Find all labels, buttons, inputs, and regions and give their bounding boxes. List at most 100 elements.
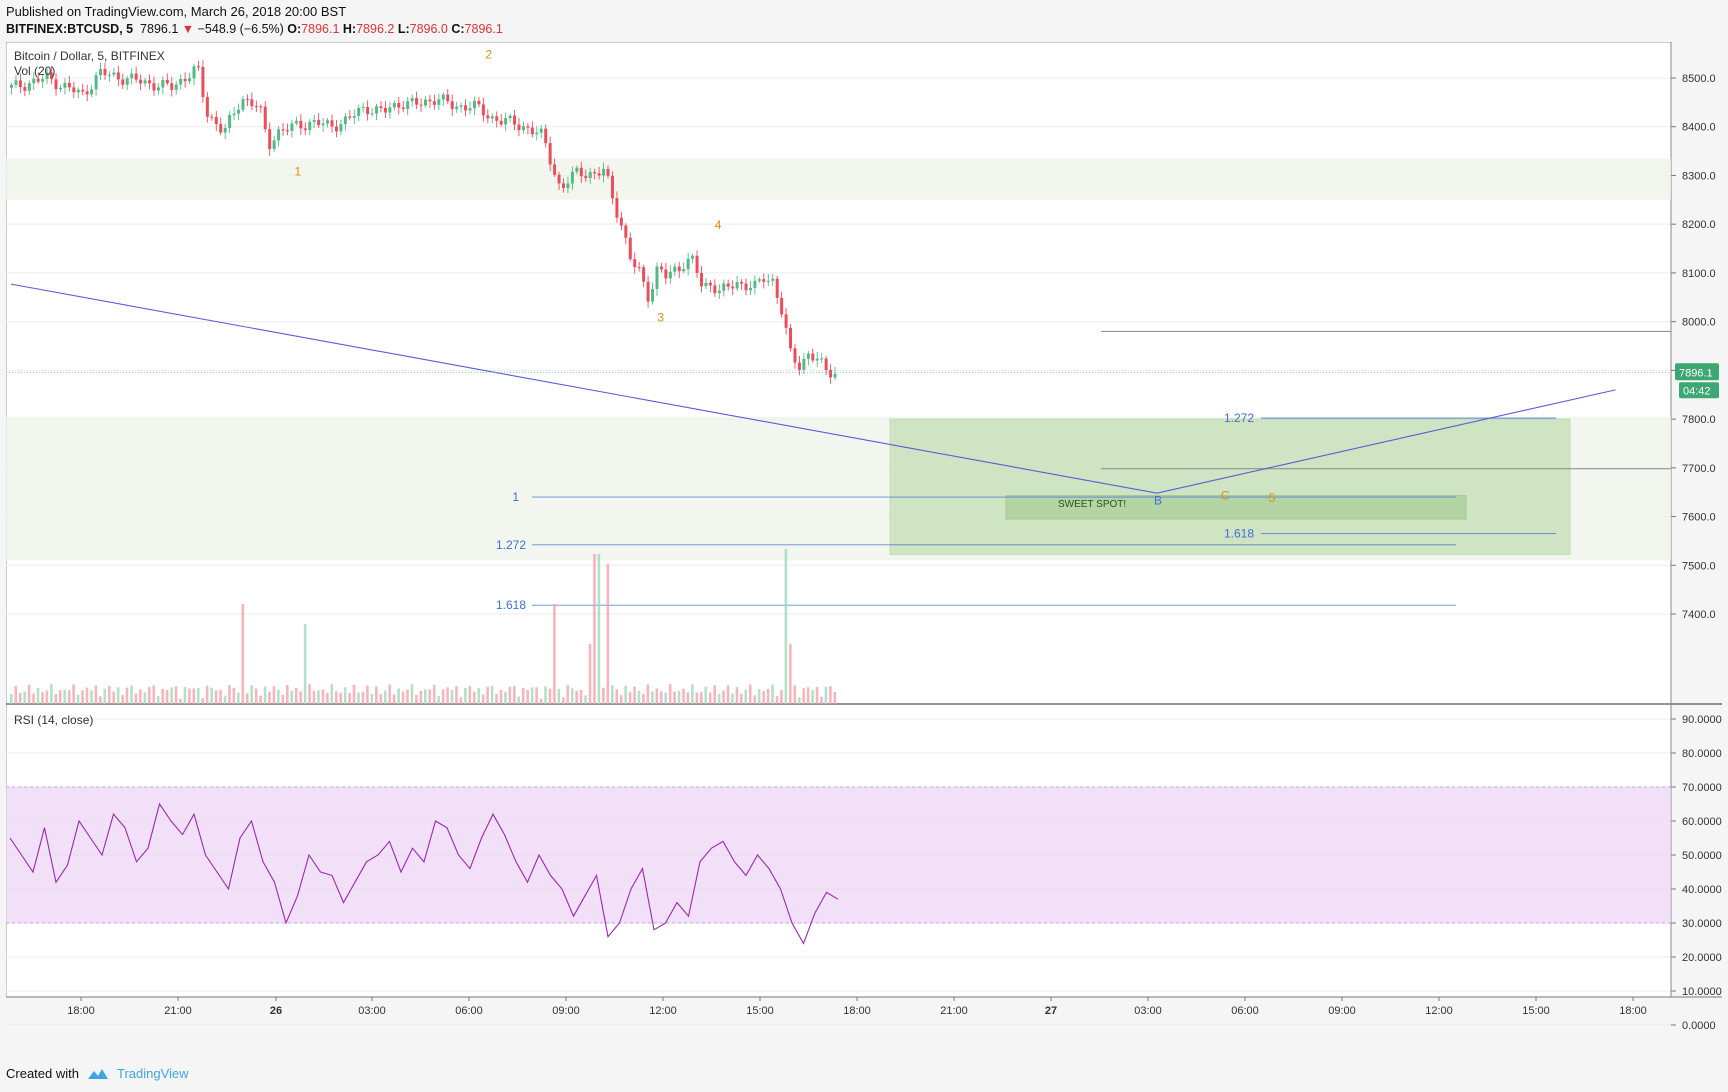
volume-bar [370,693,374,704]
candle-body [824,358,828,370]
volume-bar [619,695,623,704]
candle-body [14,80,18,85]
volume-bar [308,684,311,704]
candle-body [744,283,748,291]
time-tick-label: 15:00 [1522,1005,1550,1017]
tradingview-brand[interactable]: TradingView [116,1066,189,1081]
volume-bar [570,688,574,704]
volume-bar [575,690,578,704]
candle-body [757,279,761,281]
candle-body [76,89,80,93]
volume-bar [67,690,71,704]
volume-bar [183,686,187,704]
time-tick-label: 09:00 [1328,1005,1356,1017]
volume-bar [223,695,227,704]
symbol-legend: Bitcoin / Dollar, 5, BITFINEX [14,49,165,63]
candle-body [700,272,703,287]
candle-body [708,282,712,286]
volume-bar [757,689,761,704]
volume-bar [713,685,716,704]
candle-body [18,80,22,88]
volume-bar [294,687,298,704]
volume-bar [392,694,396,704]
time-tick-label: 03:00 [358,1005,386,1017]
candle-body [58,87,62,90]
time-tick-label: 12:00 [649,1005,677,1017]
volume-bar [339,692,343,704]
volume-bar [50,684,53,704]
candle-body [642,267,646,282]
volume-bar [833,691,837,704]
volume-bar [806,687,810,704]
candle-body [428,99,432,102]
volume-bar [161,688,164,704]
volume-bar [10,694,13,704]
candle-body [477,100,481,105]
volume-bar [18,692,22,704]
candle-body [81,89,85,92]
candle-body [232,113,236,116]
candle-body [659,266,663,270]
time-tick-label: 21:00 [940,1005,968,1017]
volume-bar [722,690,725,704]
volume-bar [424,689,427,704]
chart-area[interactable]: 8500.08400.08300.08200.08100.08000.07900… [5,41,1722,1037]
volume-bar [103,688,107,704]
volume-bar [602,687,605,704]
volume-bar [143,692,147,704]
candle-body [602,168,606,176]
volume-bar [85,687,89,704]
candle-body [254,106,258,108]
volume-legend: Vol (20) [14,64,55,78]
volume-bar [784,549,788,704]
volume-bar [205,685,209,704]
candle-body [597,173,601,176]
candle-body [651,289,655,302]
candle-body [748,287,752,291]
volume-bar [58,690,62,704]
candle-body [161,79,165,88]
volume-bar [32,693,35,704]
price-tick-label: 8200.0 [1682,219,1716,231]
candle-body [263,106,267,130]
candle-body [664,269,668,279]
time-tick-label: 06:00 [1231,1005,1259,1017]
ohlc-line: BITFINEX:BTCUSD, 5 7896.1 ▼ −548.9 (−6.5… [6,22,503,36]
volume-bar [815,686,819,704]
volume-bar [121,695,124,704]
candle-body [116,72,120,80]
volume-bar [277,689,280,704]
candle-body [303,128,307,131]
volume-bar [637,690,641,704]
candle-body [415,98,419,105]
chart-svg[interactable]: 8500.08400.08300.08200.08100.08000.07900… [5,41,1722,1037]
volume-bar [321,689,325,704]
candle-body [299,120,303,129]
wave-label: B [1154,493,1162,507]
rsi-tick-label: 40.0000 [1682,884,1722,896]
fib-level-label: 1.618 [1224,527,1254,541]
volume-bar [383,690,387,704]
candle-body [286,130,289,132]
volume-bar [219,689,222,704]
candle-body [241,99,245,110]
wave-label: 3 [657,311,664,325]
candle-body [526,126,530,128]
candle-body [472,100,476,109]
volume-bar [459,697,463,704]
countdown-badge [1679,382,1719,399]
price-tick-label: 7800.0 [1682,414,1716,426]
chart-header: Published on TradingView.com, March 26, … [0,0,1728,42]
volume-bar [281,694,285,704]
last-price-badge-text: 7896.1 [1679,367,1713,379]
volume-bar [579,689,583,704]
volume-bar [508,686,512,704]
candle-body [143,80,147,84]
candle-body [201,67,205,97]
volume-bar [379,694,383,704]
fib-level-label: 1 [512,490,519,504]
volume-bar [464,687,467,704]
candle-body [317,119,321,126]
volume-bar [468,686,472,704]
volume-bar [397,688,400,704]
